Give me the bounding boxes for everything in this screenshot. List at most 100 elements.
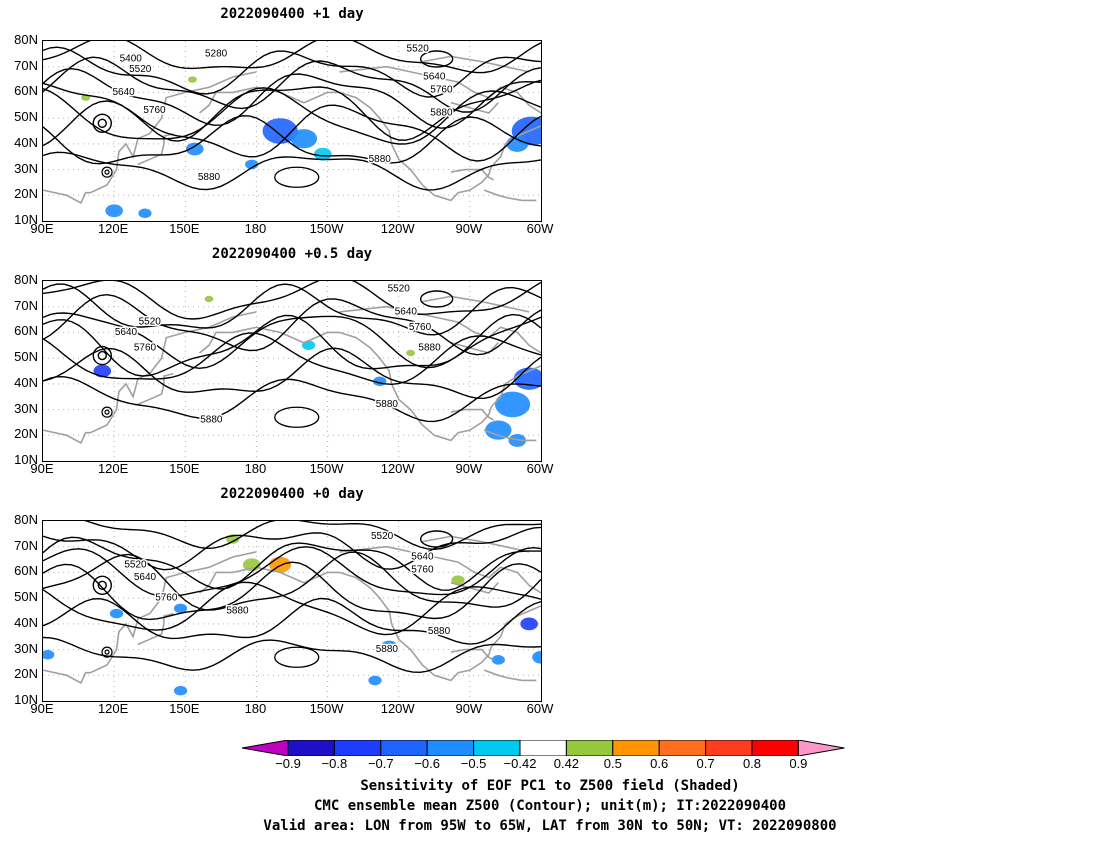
contour-label: 5640	[134, 572, 157, 583]
lat-tick-label: 60N	[14, 83, 38, 99]
sensitivity-shading	[520, 617, 538, 631]
lon-tick-label: 150E	[169, 221, 200, 236]
z500-contour	[419, 530, 454, 548]
z500-contour	[43, 46, 541, 98]
sensitivity-shading	[93, 364, 112, 378]
lat-tick-label: 10N	[14, 452, 38, 467]
caption-contour: CMC ensemble mean Z500 (Contour); unit(m…	[313, 798, 786, 814]
sensitivity-shading	[109, 608, 124, 619]
coastline	[198, 566, 541, 682]
lat-tick-label: 40N	[14, 374, 38, 390]
z500-contour	[104, 409, 110, 415]
contour-label: 5280	[205, 48, 228, 59]
z500-contour	[43, 67, 541, 129]
z500-contour	[43, 332, 541, 386]
z500-contour	[43, 347, 541, 400]
z500-contour	[274, 406, 320, 428]
colorbar-tick-label: 0.7	[696, 756, 715, 771]
contour-label: 5520	[124, 559, 147, 570]
colorbar-tick-label: −0.6	[414, 756, 441, 771]
lat-tick-label: 80N	[14, 272, 38, 287]
z500-contour	[104, 649, 110, 655]
panel-title-1: 2022090400 +1 day	[220, 6, 364, 22]
lon-tick-label: 90W	[455, 461, 483, 476]
z500-contour	[43, 375, 541, 423]
coastline	[43, 311, 257, 445]
lat-tick-label: 20N	[14, 666, 38, 682]
sensitivity-shading	[204, 295, 214, 303]
coastline	[483, 189, 537, 202]
lat-tick-label: 80N	[14, 512, 38, 527]
z500-contour	[43, 597, 541, 645]
z500-contour	[92, 345, 112, 366]
lon-tick-label: 150W	[309, 701, 344, 716]
contour-label: 5640	[115, 327, 138, 338]
sensitivity-shading	[380, 640, 399, 654]
lon-tick-label: 180	[244, 461, 267, 476]
lon-tick-label: 120W	[380, 221, 415, 236]
contour-label: 5640	[113, 87, 136, 98]
lat-tick-label: 70N	[14, 297, 38, 313]
sensitivity-shading	[513, 367, 541, 390]
contour-label: 5880	[198, 172, 221, 183]
sensitivity-shading	[245, 159, 259, 170]
lat-tick-label: 60N	[14, 563, 38, 579]
map-canvas-1: 5400 528055205520564056405760576058805880…	[43, 41, 541, 221]
map-panel-1: 5400 5280 5520 5520 5640 5640 5760 5760 5880 5880…	[42, 40, 542, 222]
lat-tick-label: 60N	[14, 323, 38, 339]
colorbar-tick-label: −0.9	[275, 756, 301, 771]
lon-tick-label: 90W	[455, 221, 483, 236]
colorbar-low-arrow	[242, 740, 289, 756]
lon-tick-label: 90E	[30, 701, 54, 716]
lat-tick-label: 70N	[14, 537, 38, 553]
lon-tick-label: 60W	[526, 701, 554, 716]
sensitivity-shading	[43, 649, 55, 660]
coastline	[339, 65, 541, 114]
contour-label: 5880	[376, 644, 399, 655]
colorbar-tick-label: −0.42	[503, 756, 537, 771]
coastline	[43, 551, 257, 685]
colorbar-segment	[473, 740, 521, 756]
z500-contour	[43, 636, 541, 674]
z500-contour	[43, 100, 541, 162]
colorbar	[242, 740, 845, 756]
z500-contour	[43, 56, 541, 113]
lat-tick-label: 20N	[14, 426, 38, 442]
z500-contour	[274, 166, 320, 188]
colorbar-tick-label: −0.8	[321, 756, 348, 771]
colorbar-segment	[612, 740, 660, 756]
z500-contour	[43, 151, 541, 191]
lat-tick-label: 10N	[14, 212, 38, 227]
colorbar-tick-label: 0.6	[650, 756, 669, 771]
contour-label: 5520	[129, 64, 152, 75]
contour-label: 5640	[395, 306, 418, 317]
z500-contour	[43, 87, 541, 145]
coastline	[137, 132, 174, 166]
contour-label: 5880	[226, 606, 249, 617]
contour-label: 5880	[430, 108, 453, 119]
coastline	[483, 669, 537, 682]
coastline	[483, 429, 537, 442]
contour-label: 5880	[369, 154, 392, 165]
contour-label: 5760	[409, 322, 432, 333]
coastline	[450, 341, 499, 354]
coastline	[43, 71, 257, 205]
colorbar-segment	[333, 740, 382, 756]
contour-label: 5520	[139, 317, 162, 328]
lat-tick-label: 30N	[14, 400, 38, 416]
colorbar-segment	[751, 740, 799, 756]
map-panel-3: 5520 5520 5640 5640 5760 5760 5880 5880 5880	[42, 520, 542, 702]
sensitivity-shading	[314, 147, 332, 161]
sensitivity-shading	[485, 420, 512, 440]
sensitivity-shading	[368, 675, 382, 686]
lat-tick-label: 20N	[14, 186, 38, 202]
contour-label: 5640	[423, 72, 446, 83]
sensitivity-shading	[173, 685, 188, 696]
lon-tick-label: 60W	[526, 221, 554, 236]
caption-shading: Sensitivity of EOF PC1 to Z500 field (Sh…	[360, 778, 740, 794]
coastline	[137, 372, 174, 406]
colorbar-segment	[426, 740, 475, 756]
coastline	[450, 648, 494, 661]
coastline	[450, 408, 494, 421]
